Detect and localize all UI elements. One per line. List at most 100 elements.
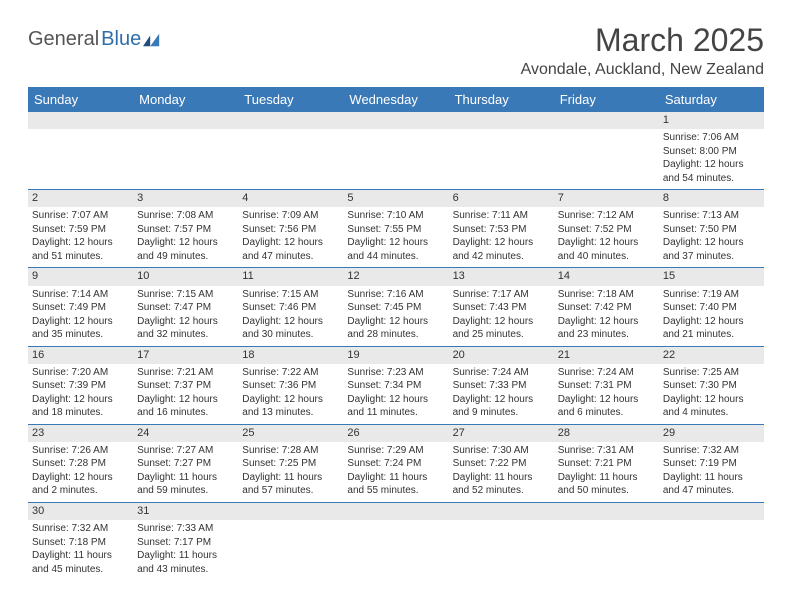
- day-day1: Daylight: 12 hours: [663, 393, 760, 407]
- day-sunrise: Sunrise: 7:29 AM: [347, 444, 444, 458]
- calendar-day-cell: 22Sunrise: 7:25 AMSunset: 7:30 PMDayligh…: [659, 346, 764, 424]
- day-day2: and 57 minutes.: [242, 484, 339, 498]
- day-day2: and 51 minutes.: [32, 250, 129, 264]
- calendar-week-row: 1Sunrise: 7:06 AMSunset: 8:00 PMDaylight…: [28, 112, 764, 190]
- day-number: [343, 503, 448, 520]
- day-sunrise: Sunrise: 7:15 AM: [137, 288, 234, 302]
- day-sunset: Sunset: 7:31 PM: [558, 379, 655, 393]
- day-day2: and 13 minutes.: [242, 406, 339, 420]
- day-day1: Daylight: 12 hours: [453, 393, 550, 407]
- day-sunrise: Sunrise: 7:14 AM: [32, 288, 129, 302]
- day-sunset: Sunset: 7:40 PM: [663, 301, 760, 315]
- day-day1: Daylight: 12 hours: [663, 158, 760, 172]
- day-day2: and 50 minutes.: [558, 484, 655, 498]
- day-sunrise: Sunrise: 7:21 AM: [137, 366, 234, 380]
- calendar-header-row: Sunday Monday Tuesday Wednesday Thursday…: [28, 87, 764, 112]
- day-details: Sunrise: 7:11 AMSunset: 7:53 PMDaylight:…: [449, 207, 554, 267]
- day-details: Sunrise: 7:29 AMSunset: 7:24 PMDaylight:…: [343, 442, 448, 502]
- day-details: Sunrise: 7:21 AMSunset: 7:37 PMDaylight:…: [133, 364, 238, 424]
- day-day1: Daylight: 11 hours: [137, 471, 234, 485]
- day-details: Sunrise: 7:32 AMSunset: 7:18 PMDaylight:…: [28, 520, 133, 580]
- calendar-day-cell: [554, 502, 659, 580]
- day-number: [659, 503, 764, 520]
- day-day2: and 16 minutes.: [137, 406, 234, 420]
- day-sunrise: Sunrise: 7:25 AM: [663, 366, 760, 380]
- day-number: [133, 112, 238, 129]
- day-day2: and 40 minutes.: [558, 250, 655, 264]
- day-sunset: Sunset: 7:43 PM: [453, 301, 550, 315]
- day-details: Sunrise: 7:10 AMSunset: 7:55 PMDaylight:…: [343, 207, 448, 267]
- brand-logo: General Blue: [28, 28, 161, 51]
- day-day1: Daylight: 11 hours: [663, 471, 760, 485]
- brand-part1: General: [28, 28, 99, 51]
- day-sunset: Sunset: 7:59 PM: [32, 223, 129, 237]
- day-day1: Daylight: 12 hours: [453, 236, 550, 250]
- day-number: 11: [238, 268, 343, 285]
- calendar-day-cell: 31Sunrise: 7:33 AMSunset: 7:17 PMDayligh…: [133, 502, 238, 580]
- calendar-day-cell: 18Sunrise: 7:22 AMSunset: 7:36 PMDayligh…: [238, 346, 343, 424]
- day-day2: and 47 minutes.: [663, 484, 760, 498]
- calendar-day-cell: 14Sunrise: 7:18 AMSunset: 7:42 PMDayligh…: [554, 268, 659, 346]
- day-day2: and 55 minutes.: [347, 484, 444, 498]
- day-day2: and 37 minutes.: [663, 250, 760, 264]
- day-sunrise: Sunrise: 7:09 AM: [242, 209, 339, 223]
- day-sunrise: Sunrise: 7:22 AM: [242, 366, 339, 380]
- day-day2: and 35 minutes.: [32, 328, 129, 342]
- weekday-header: Sunday: [28, 87, 133, 112]
- day-number: 7: [554, 190, 659, 207]
- day-day1: Daylight: 12 hours: [453, 315, 550, 329]
- day-details: Sunrise: 7:25 AMSunset: 7:30 PMDaylight:…: [659, 364, 764, 424]
- day-day1: Daylight: 12 hours: [32, 315, 129, 329]
- location-text: Avondale, Auckland, New Zealand: [521, 61, 764, 79]
- day-sunrise: Sunrise: 7:07 AM: [32, 209, 129, 223]
- calendar-day-cell: [28, 112, 133, 190]
- day-number: 13: [449, 268, 554, 285]
- month-title: March 2025: [521, 22, 764, 59]
- calendar-day-cell: 7Sunrise: 7:12 AMSunset: 7:52 PMDaylight…: [554, 190, 659, 268]
- day-number: [343, 112, 448, 129]
- day-details: Sunrise: 7:24 AMSunset: 7:31 PMDaylight:…: [554, 364, 659, 424]
- day-sunrise: Sunrise: 7:10 AM: [347, 209, 444, 223]
- day-number: 28: [554, 425, 659, 442]
- calendar-day-cell: 11Sunrise: 7:15 AMSunset: 7:46 PMDayligh…: [238, 268, 343, 346]
- day-sunset: Sunset: 7:55 PM: [347, 223, 444, 237]
- calendar-day-cell: 30Sunrise: 7:32 AMSunset: 7:18 PMDayligh…: [28, 502, 133, 580]
- day-number: 27: [449, 425, 554, 442]
- day-details: Sunrise: 7:23 AMSunset: 7:34 PMDaylight:…: [343, 364, 448, 424]
- weekday-header: Saturday: [659, 87, 764, 112]
- day-details: Sunrise: 7:15 AMSunset: 7:46 PMDaylight:…: [238, 286, 343, 346]
- day-details: Sunrise: 7:12 AMSunset: 7:52 PMDaylight:…: [554, 207, 659, 267]
- weekday-header: Monday: [133, 87, 238, 112]
- weekday-header: Friday: [554, 87, 659, 112]
- calendar-table: Sunday Monday Tuesday Wednesday Thursday…: [28, 87, 764, 580]
- day-details: Sunrise: 7:16 AMSunset: 7:45 PMDaylight:…: [343, 286, 448, 346]
- day-sunset: Sunset: 7:21 PM: [558, 457, 655, 471]
- day-sunrise: Sunrise: 7:08 AM: [137, 209, 234, 223]
- day-day2: and 9 minutes.: [453, 406, 550, 420]
- day-number: 23: [28, 425, 133, 442]
- day-day2: and 47 minutes.: [242, 250, 339, 264]
- day-day2: and 32 minutes.: [137, 328, 234, 342]
- day-number: 18: [238, 347, 343, 364]
- day-number: 20: [449, 347, 554, 364]
- day-sunrise: Sunrise: 7:32 AM: [663, 444, 760, 458]
- day-sunset: Sunset: 7:37 PM: [137, 379, 234, 393]
- day-day1: Daylight: 12 hours: [32, 236, 129, 250]
- calendar-day-cell: 13Sunrise: 7:17 AMSunset: 7:43 PMDayligh…: [449, 268, 554, 346]
- day-number: 12: [343, 268, 448, 285]
- calendar-day-cell: 19Sunrise: 7:23 AMSunset: 7:34 PMDayligh…: [343, 346, 448, 424]
- day-number: 30: [28, 503, 133, 520]
- day-day2: and 45 minutes.: [32, 563, 129, 577]
- day-number: [238, 112, 343, 129]
- calendar-day-cell: 9Sunrise: 7:14 AMSunset: 7:49 PMDaylight…: [28, 268, 133, 346]
- calendar-day-cell: 25Sunrise: 7:28 AMSunset: 7:25 PMDayligh…: [238, 424, 343, 502]
- header: General Blue March 2025 Avondale, Auckla…: [28, 22, 764, 79]
- day-day1: Daylight: 12 hours: [347, 236, 444, 250]
- day-day1: Daylight: 12 hours: [663, 236, 760, 250]
- day-details: Sunrise: 7:09 AMSunset: 7:56 PMDaylight:…: [238, 207, 343, 267]
- day-day2: and 49 minutes.: [137, 250, 234, 264]
- day-day1: Daylight: 11 hours: [347, 471, 444, 485]
- day-details: Sunrise: 7:32 AMSunset: 7:19 PMDaylight:…: [659, 442, 764, 502]
- day-details: Sunrise: 7:18 AMSunset: 7:42 PMDaylight:…: [554, 286, 659, 346]
- day-details: Sunrise: 7:06 AMSunset: 8:00 PMDaylight:…: [659, 129, 764, 189]
